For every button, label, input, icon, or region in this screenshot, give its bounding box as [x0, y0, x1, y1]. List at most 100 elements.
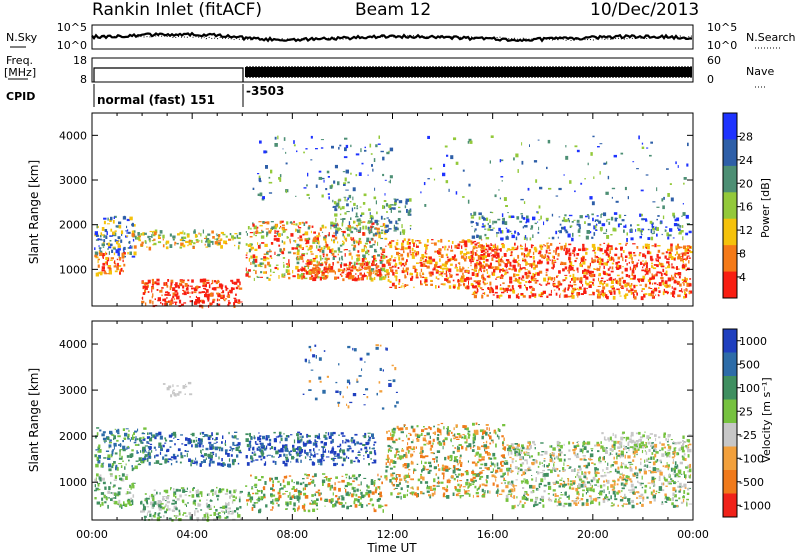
echo-cell [361, 494, 365, 499]
echo-cell [388, 383, 392, 387]
echo-cell [403, 265, 406, 267]
echo-cell [475, 246, 478, 249]
echo-cell [394, 201, 397, 206]
echo-cell [310, 348, 312, 352]
echo-cell [501, 180, 503, 182]
echo-cell [411, 247, 414, 251]
echo-cell [470, 250, 474, 254]
echo-cell [265, 435, 268, 439]
echo-cell [668, 256, 671, 259]
echo-cell [599, 143, 603, 145]
echo-cell [326, 257, 330, 261]
echo-cell [494, 251, 498, 254]
echo-cell [599, 171, 601, 175]
echo-cell [165, 246, 169, 250]
echo-cell [606, 161, 608, 165]
echo-cell [340, 218, 344, 220]
echo-cell [205, 502, 208, 506]
echo-cell [332, 459, 334, 461]
echo-cell [298, 222, 302, 225]
echo-cell [141, 281, 144, 284]
echo-cell [189, 441, 192, 444]
echo-cell [642, 266, 644, 269]
echo-cell [455, 161, 459, 165]
echo-cell [362, 225, 365, 230]
echo-cell [476, 222, 479, 226]
echo-cell [132, 494, 135, 498]
echo-cell [382, 509, 384, 513]
echo-cell [662, 291, 665, 296]
echo-cell [277, 435, 280, 438]
echo-cell [365, 388, 369, 391]
echo-cell [394, 285, 396, 288]
echo-cell [222, 290, 225, 294]
echo-cell [350, 230, 354, 234]
echo-cell [455, 273, 459, 276]
echo-cell [390, 209, 392, 213]
echo-cell [525, 275, 529, 279]
echo-cell [413, 451, 415, 453]
echo-cell [488, 225, 492, 229]
echo-cell [689, 246, 691, 249]
echo-cell [473, 280, 477, 283]
echo-cell [369, 499, 372, 502]
echo-cell [168, 517, 172, 520]
echo-cell [312, 508, 316, 512]
echo-cell [510, 251, 513, 255]
echo-cell [122, 259, 124, 263]
echo-cell [389, 241, 392, 244]
echo-cell [117, 432, 120, 435]
echo-cell [307, 237, 311, 240]
echo-cell [211, 287, 215, 290]
echo-cell [344, 487, 346, 489]
echo-cell [302, 441, 305, 446]
echo-cell [118, 257, 122, 261]
echo-cell [401, 257, 405, 261]
echo-cell [298, 499, 300, 503]
echo-cell [555, 249, 557, 253]
echo-cell [109, 473, 113, 475]
echo-cell [331, 145, 334, 149]
echo-cell [152, 281, 156, 285]
echo-cell [252, 187, 255, 190]
echo-cell [549, 259, 551, 261]
echo-cell [217, 446, 222, 449]
echo-cell [445, 180, 449, 184]
echo-cell [467, 239, 471, 243]
echo-cell [97, 238, 100, 241]
echo-cell [552, 255, 554, 259]
echo-cell [463, 275, 465, 279]
echo-cell [586, 287, 588, 290]
echo-cell [668, 263, 671, 266]
echo-cell [127, 231, 131, 234]
echo-cell [644, 294, 646, 298]
echo-cell [558, 187, 562, 191]
echo-cell [340, 432, 344, 435]
echo-cell [227, 291, 230, 296]
echo-cell [154, 494, 157, 496]
echo-cell [335, 232, 337, 236]
echo-cell [682, 236, 684, 241]
echo-cell [317, 489, 321, 492]
echo-cell [256, 499, 260, 501]
echo-cell [462, 283, 465, 285]
echo-cell [424, 251, 427, 254]
echo-cell [273, 225, 277, 230]
echo-cell [327, 193, 330, 195]
echo-cell [223, 240, 226, 244]
echo-cell [583, 272, 586, 275]
echo-cell [277, 504, 280, 507]
echo-cell [401, 242, 404, 246]
echo-cell [496, 255, 499, 259]
echo-cell [205, 457, 207, 460]
echo-cell [310, 369, 314, 371]
echo-cell [287, 269, 290, 273]
echo-cell [364, 432, 367, 436]
echo-cell [315, 502, 318, 505]
echo-cell [669, 183, 672, 185]
echo-cell [393, 230, 397, 232]
echo-cell [237, 301, 241, 304]
echo-cell [653, 282, 657, 285]
echo-cell [233, 489, 236, 494]
echo-cell [600, 280, 603, 282]
